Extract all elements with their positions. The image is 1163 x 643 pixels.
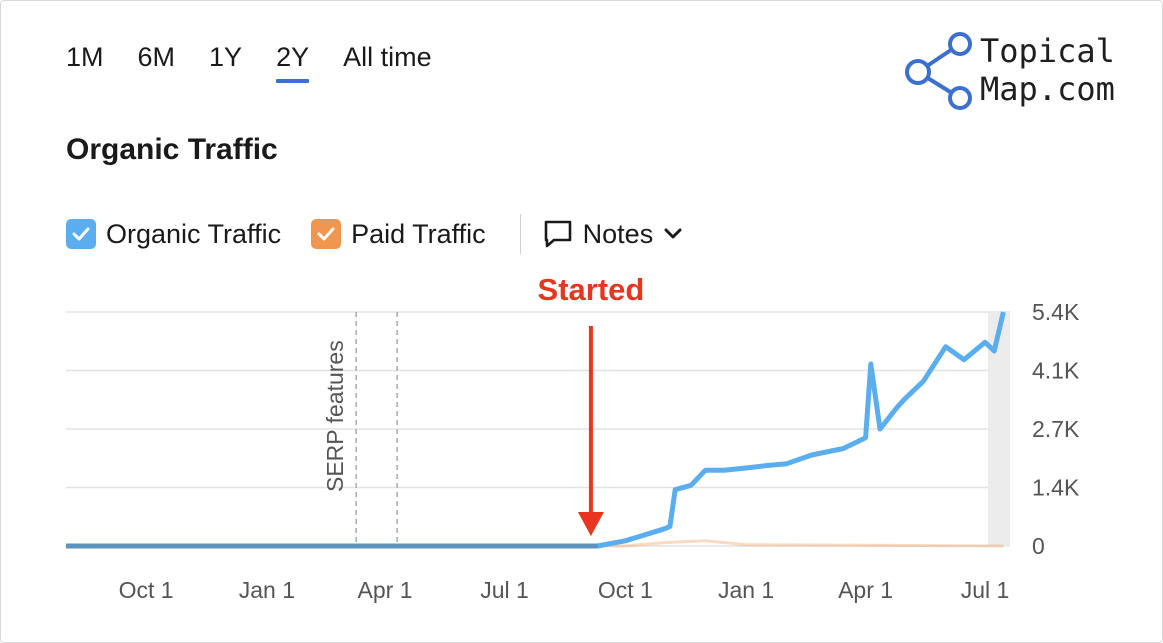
x-tick-label: Apr 1: [358, 577, 413, 603]
x-tick-label: Jul 1: [480, 577, 529, 603]
share-network-icon: [905, 32, 972, 110]
checkbox-checked-icon[interactable]: [66, 219, 96, 249]
x-tick-label: Apr 1: [838, 577, 893, 603]
legend-organic-toggle[interactable]: Organic Traffic: [66, 219, 281, 250]
legend-paid-label: Paid Traffic: [351, 218, 486, 249]
series-line-organic-traffic: [66, 311, 1006, 549]
range-tab-1m[interactable]: 1M: [66, 42, 104, 72]
legend-paid-toggle[interactable]: Paid Traffic: [311, 219, 486, 250]
logo-text: Topical Map.com: [980, 32, 1115, 108]
legend-divider: [519, 214, 521, 254]
page-title: Organic Traffic: [66, 133, 278, 166]
x-tick-label: Jan 1: [718, 577, 774, 603]
legend-organic-label: Organic Traffic: [106, 218, 282, 249]
logo-line-2: Map.com: [980, 70, 1115, 108]
chart-legend: Organic Traffic Paid Traffic Notes: [66, 214, 683, 254]
range-tab-2y[interactable]: 2Y: [276, 42, 310, 83]
x-tick-label: Oct 1: [119, 577, 174, 603]
annotation-label: SERP features: [322, 340, 348, 492]
started-annotation-label: Started: [538, 272, 645, 307]
range-tab-all-time[interactable]: All time: [343, 42, 432, 72]
y-tick-label: 1.4K: [1032, 475, 1080, 501]
checkbox-checked-icon[interactable]: [311, 219, 342, 249]
logo: Topical Map.com: [900, 30, 1115, 110]
notes-label: Notes: [582, 218, 654, 249]
x-tick-label: Jan 1: [239, 577, 295, 603]
notes-dropdown[interactable]: Notes: [543, 219, 684, 250]
organic-traffic-chart: 5.4K 4.1K 2.7K 1.4K 0 Oct 1 Jan 1 Apr 1 Jul 1 Oct…: [66, 272, 1080, 603]
x-tick-label: Jul 1: [961, 577, 1010, 603]
logo-line-1: Topical: [980, 32, 1115, 70]
range-tab-1y[interactable]: 1Y: [209, 42, 243, 72]
y-tick-label: 5.4K: [1032, 299, 1080, 325]
y-tick-label: 2.7K: [1032, 416, 1080, 442]
started-arrow-head: [577, 512, 604, 536]
chevron-down-icon: [664, 228, 682, 239]
y-tick-label: 4.1K: [1032, 358, 1080, 384]
comment-icon: [544, 220, 571, 248]
y-tick-label: 0: [1032, 533, 1045, 559]
x-tick-label: Oct 1: [598, 577, 653, 603]
current-period-band: [988, 312, 1010, 546]
range-tab-6m[interactable]: 6M: [137, 42, 176, 72]
range-selector: 1M 6M 1Y 2Y All time: [66, 42, 466, 83]
